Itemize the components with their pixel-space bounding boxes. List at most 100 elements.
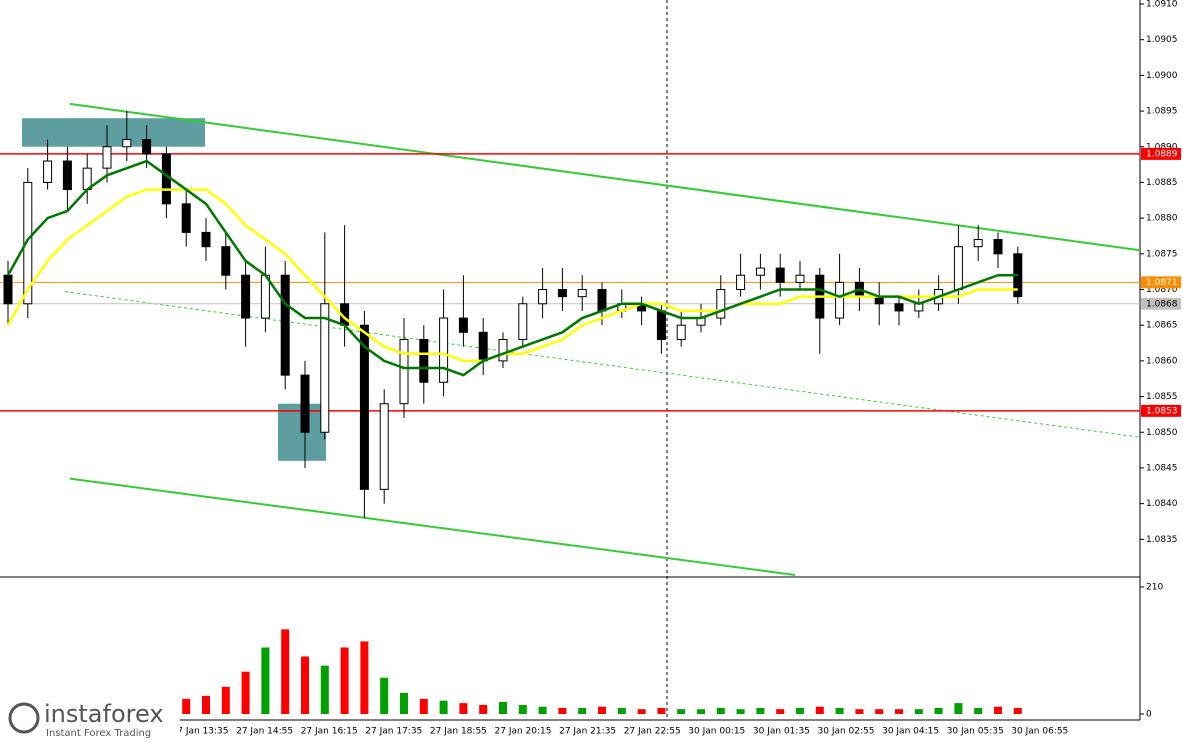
- candle-body: [62, 160, 72, 191]
- candle-body: [953, 246, 963, 291]
- candle-body: [538, 289, 548, 305]
- volume-bar: [815, 706, 824, 714]
- level-label: 1.0868: [1146, 299, 1178, 309]
- candle-body: [755, 267, 765, 276]
- volume-bar: [320, 665, 329, 714]
- volume-bar: [617, 707, 626, 714]
- level-label-box: [1141, 276, 1181, 289]
- candle-body: [221, 246, 231, 276]
- volume-bar: [914, 709, 923, 714]
- candle-body: [478, 331, 488, 362]
- x-tick-label: 30 Jan 05:35: [947, 727, 1004, 737]
- volume-bar: [835, 707, 844, 714]
- volume-bar: [855, 709, 864, 714]
- candle-body: [241, 274, 251, 319]
- volume-bar: [736, 709, 745, 714]
- candle-body: [716, 289, 726, 319]
- candle-body: [102, 146, 112, 169]
- logo-icon: [8, 702, 40, 734]
- volume-bar: [934, 707, 943, 714]
- x-tick-label: 27 Jan 16:15: [301, 727, 358, 737]
- y-tick-label: 1.0840: [1146, 499, 1178, 509]
- y-tick-label: 1.0875: [1146, 249, 1178, 259]
- candle-body: [43, 160, 53, 183]
- volume-bar: [895, 709, 903, 714]
- volume-bar: [301, 656, 309, 714]
- volume-tick-label: 0: [1146, 710, 1152, 720]
- candle-body: [399, 338, 409, 405]
- volume-bar: [261, 647, 270, 714]
- y-tick-label: 1.0845: [1146, 463, 1178, 473]
- volume-bar: [776, 709, 785, 714]
- y-tick-label: 1.0850: [1146, 428, 1178, 438]
- volume-bar: [479, 704, 488, 714]
- candle-body: [161, 153, 171, 205]
- candle-body: [656, 310, 666, 340]
- x-tick-label: 30 Jan 02:55: [818, 727, 875, 737]
- volume-bar: [241, 671, 250, 714]
- x-tick-label: 27 Jan 21:35: [559, 727, 616, 737]
- logo-tagline: Instant Forex Trading: [46, 728, 151, 739]
- trend-line: [69, 477, 796, 576]
- y-tick-label: 1.0885: [1146, 178, 1178, 188]
- candle-body: [181, 203, 191, 233]
- candle-body: [122, 139, 132, 148]
- x-tick-label: 27 Jan 14:55: [236, 727, 293, 737]
- volume-bar: [340, 647, 349, 714]
- volume-bar: [637, 709, 646, 714]
- candle-body: [597, 289, 607, 312]
- volume-bar: [558, 707, 567, 714]
- volume-bar: [756, 707, 765, 714]
- volume-bar: [1013, 707, 1022, 714]
- candle-body: [676, 324, 686, 340]
- candle-body: [775, 267, 785, 283]
- volume-bar: [419, 698, 428, 714]
- candle-body: [458, 317, 468, 333]
- moving-average: [6, 188, 1018, 363]
- plot-layer: [0, 102, 1141, 714]
- candle-body: [518, 303, 528, 340]
- level-label: 1.0853: [1146, 406, 1178, 416]
- volume-tick-label: 210: [1146, 583, 1163, 593]
- volume-bar: [796, 707, 804, 714]
- candle-body: [260, 274, 270, 319]
- trend-line: [69, 102, 1141, 252]
- volume-bar: [578, 707, 587, 714]
- candle-body: [736, 274, 746, 291]
- moving-average: [6, 159, 1018, 377]
- logo: instaforex Instant Forex Trading: [0, 698, 180, 742]
- candle-body: [993, 239, 1003, 255]
- candle-body: [201, 231, 211, 248]
- x-tick-label: 27 Jan 17:35: [365, 727, 422, 737]
- y-tick-label: 1.0860: [1146, 356, 1178, 366]
- x-tick-label: 27 Jan 22:55: [624, 727, 681, 737]
- candle-body: [973, 239, 983, 248]
- candle-body: [577, 289, 587, 298]
- level-label-box: [1141, 297, 1181, 310]
- volume-bar: [380, 677, 389, 714]
- volume-bar: [499, 701, 507, 714]
- volume-bar: [538, 706, 547, 714]
- volume-bar: [400, 692, 408, 714]
- x-tick-label: 27 Jan 13:35: [172, 727, 229, 737]
- y-tick-label: 1.0855: [1146, 392, 1178, 402]
- candle-body: [300, 374, 310, 433]
- volume-bar: [281, 629, 290, 714]
- candle-body: [23, 181, 33, 305]
- candle-body: [379, 403, 389, 490]
- logo-name: instaforex: [44, 700, 164, 728]
- x-tick-label: 30 Jan 06:55: [1011, 727, 1068, 737]
- candle-body: [498, 338, 508, 362]
- volume-bar: [657, 707, 666, 714]
- y-tick-label: 1.0890: [1146, 142, 1178, 152]
- candle-body: [3, 274, 13, 305]
- volume-bar: [974, 707, 983, 714]
- volume-bar: [182, 698, 191, 714]
- volume-bar: [360, 641, 369, 714]
- volume-bar: [697, 709, 705, 714]
- candle-body: [795, 274, 805, 283]
- candle-body: [439, 317, 449, 383]
- volume-bar: [518, 704, 527, 714]
- x-tick-label: 30 Jan 01:35: [753, 727, 810, 737]
